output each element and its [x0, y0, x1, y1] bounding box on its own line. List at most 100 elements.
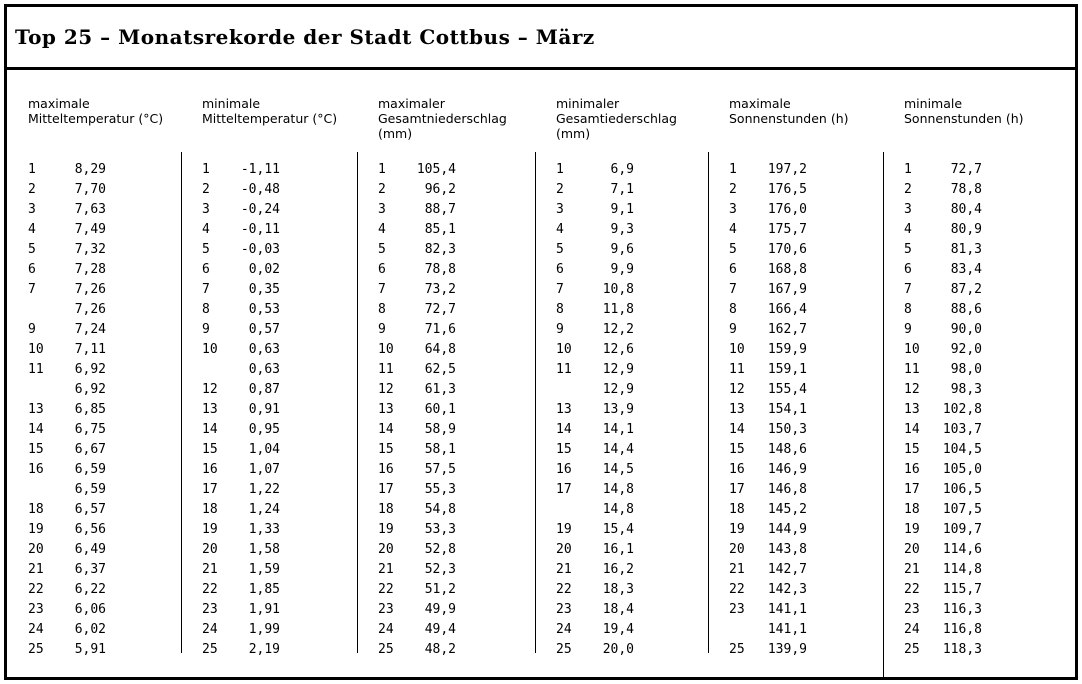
record-row: 6,92: [28, 380, 106, 400]
record-row: 0,63: [202, 360, 280, 380]
value-cell: 78,8: [950, 182, 982, 197]
record-row: 19 144,9: [729, 520, 807, 540]
rank-cell: 25: [28, 642, 44, 657]
rank-cell: [28, 300, 62, 320]
rank-cell: 6: [378, 262, 386, 277]
rank-cell: 24: [556, 622, 572, 637]
rank-cell: 21: [556, 562, 572, 577]
value-cell: 12,9: [602, 382, 634, 397]
value-cell: 12,6: [602, 342, 634, 357]
rank-cell: 1: [28, 162, 36, 177]
value-cell: 82,3: [424, 242, 456, 257]
value-cell: 104,5: [942, 442, 982, 457]
record-column-4: minimaler Gesamtiederschlag (mm) 1 6,9 2 7,1 3 9…: [535, 70, 708, 677]
record-row: 23 1,91: [202, 600, 280, 620]
value-cell: 60,1: [424, 402, 456, 417]
rank-cell: 2: [729, 182, 737, 197]
record-row: 18 145,2: [729, 500, 807, 520]
value-cell: 141,1: [767, 602, 807, 617]
value-cell: 19,4: [602, 622, 634, 637]
value-cell: 18,4: [602, 602, 634, 617]
value-cell: 1,04: [248, 442, 280, 457]
record-row: 25 139,9: [729, 640, 807, 660]
record-row: 6 168,8: [729, 260, 807, 280]
rank-cell: 23: [378, 602, 394, 617]
record-row: 22 1,85: [202, 580, 280, 600]
value-cell: 105,4: [416, 162, 456, 177]
value-cell: 12,2: [602, 322, 634, 337]
rank-cell: 10: [556, 342, 572, 357]
record-row: 25 20,0: [556, 640, 634, 660]
rank-cell: 8: [202, 302, 210, 317]
rank-cell: 6: [28, 262, 36, 277]
value-cell: 197,2: [767, 162, 807, 177]
record-row: 1 6,9: [556, 160, 634, 180]
rank-cell: 19: [904, 522, 920, 537]
records-table: maximale Mitteltemperatur (°C) 1 8,29 2 7,70 3…: [7, 70, 1075, 677]
column-header: maximale Sonnenstunden (h): [729, 96, 849, 126]
value-cell: 52,8: [424, 542, 456, 557]
value-cell: 9,3: [610, 222, 634, 237]
value-cell: 118,3: [942, 642, 982, 657]
value-cell: 115,7: [942, 582, 982, 597]
record-row: 5 170,6: [729, 240, 807, 260]
column-rows: 1 6,9 2 7,1 3 9,1 4 9,3 5 9,6 6 9,9 7 10,8 8 11,8 9 12,2 1…: [556, 160, 634, 660]
column-header: minimale Sonnenstunden (h): [904, 96, 1024, 126]
record-row: 22 142,3: [729, 580, 807, 600]
value-cell: 6,92: [74, 382, 106, 397]
record-row: 25 118,3: [904, 640, 982, 660]
value-cell: 6,75: [74, 422, 106, 437]
value-cell: 81,3: [950, 242, 982, 257]
value-cell: 54,8: [424, 502, 456, 517]
record-row: 10 0,63: [202, 340, 280, 360]
rank-cell: 2: [28, 182, 36, 197]
rank-cell: 9: [729, 322, 737, 337]
value-cell: 145,2: [767, 502, 807, 517]
rank-cell: 6: [556, 262, 564, 277]
value-cell: 109,7: [942, 522, 982, 537]
value-cell: 176,5: [767, 182, 807, 197]
value-cell: 1,58: [248, 542, 280, 557]
rank-cell: 5: [28, 242, 36, 257]
rank-cell: 11: [904, 362, 920, 377]
value-cell: 7,32: [74, 242, 106, 257]
value-cell: 5,91: [74, 642, 106, 657]
record-row: 9 90,0: [904, 320, 982, 340]
value-cell: 0,53: [248, 302, 280, 317]
record-row: 3 80,4: [904, 200, 982, 220]
record-row: 141,1: [729, 620, 807, 640]
value-cell: 96,2: [424, 182, 456, 197]
rank-cell: 7: [28, 282, 36, 297]
record-row: 11 159,1: [729, 360, 807, 380]
record-row: 5 7,32: [28, 240, 106, 260]
rank-cell: 5: [378, 242, 386, 257]
rank-cell: 12: [729, 382, 745, 397]
rank-cell: 3: [378, 202, 386, 217]
rank-cell: 2: [904, 182, 912, 197]
value-cell: 49,4: [424, 622, 456, 637]
record-row: 20 16,1: [556, 540, 634, 560]
value-cell: 1,85: [248, 582, 280, 597]
value-cell: 12,9: [602, 362, 634, 377]
rank-cell: 19: [378, 522, 394, 537]
value-cell: 0,63: [248, 342, 280, 357]
rank-cell: 21: [729, 562, 745, 577]
value-cell: 8,29: [74, 162, 106, 177]
record-row: 5 81,3: [904, 240, 982, 260]
value-cell: 51,2: [424, 582, 456, 597]
value-cell: 57,5: [424, 462, 456, 477]
value-cell: 176,0: [767, 202, 807, 217]
rank-cell: 7: [378, 282, 386, 297]
record-row: 23 141,1: [729, 600, 807, 620]
record-row: 4 -0,11: [202, 220, 280, 240]
rank-cell: 14: [904, 422, 920, 437]
value-cell: 80,4: [950, 202, 982, 217]
rank-cell: 2: [202, 182, 210, 197]
record-row: 2 -0,48: [202, 180, 280, 200]
rank-cell: 8: [556, 302, 564, 317]
record-row: 18 107,5: [904, 500, 982, 520]
value-cell: 14,4: [602, 442, 634, 457]
record-row: 22 115,7: [904, 580, 982, 600]
rank-cell: 16: [28, 462, 44, 477]
rank-cell: 14: [202, 422, 218, 437]
